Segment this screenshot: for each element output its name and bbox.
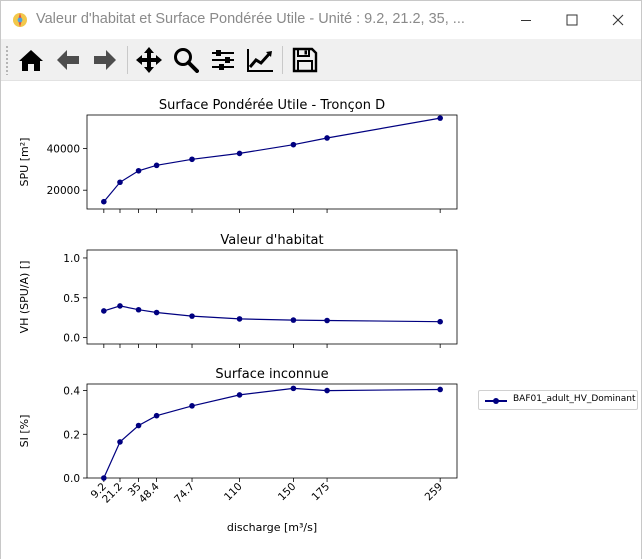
- data-point-1: [290, 141, 297, 148]
- edit-axis-button[interactable]: [244, 44, 276, 76]
- home-icon: [19, 50, 43, 71]
- x-tick-label: 74.7: [172, 481, 197, 506]
- y-tick-label-2: 0.5: [63, 293, 80, 305]
- y-axis-label-3: SI [%]: [18, 415, 31, 448]
- data-point-2: [290, 317, 297, 323]
- y-tick-label-3: 0.0: [63, 473, 80, 485]
- figure-canvas[interactable]: Surface Pondérée Utile - Tronçon D SPU [m…: [1, 82, 641, 559]
- close-button[interactable]: [595, 1, 641, 39]
- maximize-icon: [566, 14, 578, 26]
- data-point-1: [324, 135, 330, 141]
- pan-button[interactable]: [133, 44, 165, 76]
- legend: BAF01_adult_HV_Dominant: [478, 390, 638, 410]
- x-tick-label: 259: [423, 481, 446, 504]
- data-point-1: [236, 150, 243, 157]
- data-point-2: [189, 313, 195, 319]
- axes-frame-1: [86, 114, 458, 210]
- y-tick-label-1: 20000: [47, 185, 80, 197]
- figure-svg[interactable]: Surface Pondérée Utile - Tronçon D SPU [m…: [1, 82, 641, 559]
- minimize-icon: [521, 20, 531, 21]
- axes-frame-2: [86, 249, 458, 345]
- y-tick-label-3: 0.4: [63, 386, 80, 398]
- arrow-right-icon: [94, 50, 116, 70]
- y-tick-label-2: 0.0: [63, 333, 80, 345]
- save-button[interactable]: [289, 44, 321, 76]
- zoom-button[interactable]: [170, 44, 202, 76]
- window-title: Valeur d'habitat et Surface Pondérée Uti…: [36, 11, 465, 27]
- data-point-2: [236, 316, 243, 322]
- app-logo-icon: [13, 13, 27, 27]
- series-line-3: [103, 387, 441, 479]
- x-axis-label: discharge [m³/s]: [227, 521, 317, 534]
- data-point-2: [135, 306, 142, 313]
- home-button[interactable]: [15, 44, 47, 76]
- configure-subplots-button[interactable]: [207, 44, 239, 76]
- data-point-1: [189, 156, 195, 163]
- data-point-3: [135, 422, 142, 429]
- data-point-3: [236, 392, 243, 398]
- y-axis-label-1: SPU [m²]: [18, 138, 31, 187]
- data-point-1: [437, 115, 443, 121]
- data-point-3: [117, 439, 123, 445]
- toolbar-separator: [282, 46, 283, 74]
- data-point-2: [437, 318, 443, 325]
- data-point-2: [153, 309, 160, 316]
- title-bar[interactable]: Valeur d'habitat et Surface Pondérée Uti…: [1, 1, 641, 39]
- y-axis-label-2: VH (SPU/A) []: [18, 261, 31, 334]
- x-tick-label: 175: [310, 481, 333, 504]
- legend-label: BAF01_adult_HV_Dominant: [513, 394, 636, 404]
- search-icon: [174, 48, 199, 73]
- minimize-button[interactable]: [503, 1, 549, 39]
- data-point-1: [101, 198, 107, 205]
- floppy-icon: [292, 47, 318, 73]
- forward-button[interactable]: [89, 44, 121, 76]
- legend-point-marker: [493, 397, 499, 404]
- axes-title-3: Surface inconnue: [215, 367, 328, 382]
- close-icon: [612, 14, 624, 26]
- sliders-icon: [212, 50, 234, 70]
- data-point-3: [153, 412, 160, 419]
- data-point-1: [153, 162, 160, 169]
- data-point-3: [324, 387, 330, 394]
- data-point-3: [437, 386, 443, 393]
- y-tick-label-2: 1.0: [63, 253, 80, 265]
- data-point-2: [117, 303, 123, 309]
- line-chart-icon: [247, 49, 273, 72]
- navigation-toolbar: [1, 39, 641, 81]
- arrow-left-icon: [57, 50, 79, 70]
- axes-frame-3: [86, 383, 458, 479]
- data-point-2: [324, 317, 330, 324]
- x-tick-label: 48.4: [137, 480, 162, 505]
- data-point-1: [135, 167, 142, 174]
- x-tick-label: 150: [276, 481, 299, 504]
- axes-title-1: Surface Pondérée Utile - Tronçon D: [159, 98, 385, 113]
- toolbar-grip[interactable]: [5, 45, 9, 75]
- data-point-3: [189, 403, 195, 409]
- move-icon: [136, 47, 162, 73]
- toolbar-separator: [127, 46, 128, 74]
- data-point-3: [290, 385, 297, 392]
- back-button[interactable]: [52, 44, 84, 76]
- x-tick-label: 110: [222, 481, 245, 504]
- data-point-2: [101, 308, 107, 314]
- data-point-3: [101, 475, 107, 481]
- y-tick-label-3: 0.2: [63, 429, 80, 441]
- axes-title-2: Valeur d'habitat: [220, 233, 323, 248]
- series-line-1: [103, 117, 441, 203]
- data-point-1: [117, 179, 123, 186]
- y-tick-label-1: 40000: [47, 143, 80, 155]
- maximize-button[interactable]: [549, 1, 595, 39]
